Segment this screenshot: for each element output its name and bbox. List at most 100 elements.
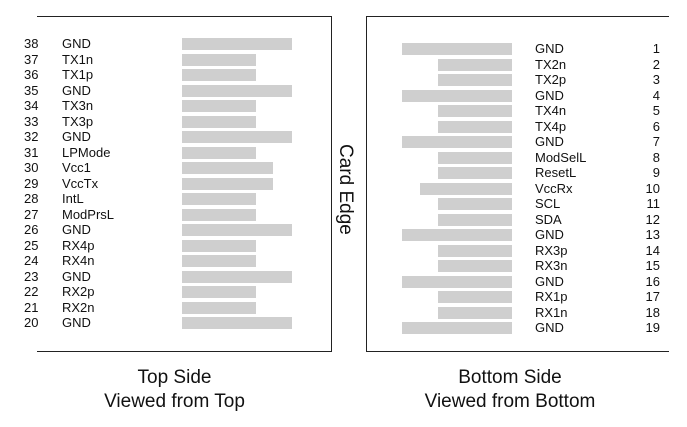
bottom-pin-row: VccRx 10 [0, 181, 687, 197]
bottom-pin-row: TX2p 3 [0, 72, 687, 88]
pin-signal: IntL [62, 191, 84, 206]
contact-pad [402, 275, 512, 288]
contact-pad [402, 322, 512, 334]
top-pin-row: 33 TX3p [0, 114, 330, 130]
pin-number: 5 [652, 103, 660, 118]
contact-pad [182, 239, 256, 252]
pin-signal: RX1n [535, 304, 568, 320]
contact-pad [438, 260, 512, 272]
pin-number: 15 [645, 258, 660, 273]
pin-number: 36 [24, 67, 39, 82]
pin-signal: RX3n [535, 258, 568, 273]
pin-number: 31 [24, 144, 39, 160]
top-pin-row: 28 IntL [0, 191, 330, 207]
pin-number: 9 [652, 165, 660, 180]
pin-number: 30 [24, 160, 39, 175]
bottom-pin-row: ModSelL 8 [0, 150, 687, 166]
top-pin-row: 29 VccTx [0, 176, 330, 192]
top-pin-row: 24 RX4n [0, 253, 330, 269]
pin-signal: TX2n [535, 56, 567, 72]
bottom-pin-row: SDA 12 [0, 212, 687, 228]
contact-pad [182, 255, 256, 267]
top-pin-row: 37 TX1n [0, 52, 330, 68]
pin-signal: GND [62, 222, 91, 237]
bottom-pin-row: RX1n 18 [0, 305, 687, 321]
bottom-pin-row: RX1p 17 [0, 289, 687, 305]
contact-pad [182, 208, 256, 221]
bottom-pin-row: TX2n 2 [0, 57, 687, 73]
bottom-pin-row: ResetL 9 [0, 165, 687, 181]
bottom-pin-row: TX4n 5 [0, 103, 687, 119]
bottom-side-caption: Bottom Side Viewed from Bottom [380, 366, 640, 414]
top-pin-row: 31 LPMode [0, 145, 330, 161]
contact-pad [182, 69, 256, 81]
pin-signal: RX2p [62, 284, 95, 299]
contact-pad [438, 244, 512, 257]
contact-pad [182, 270, 292, 283]
pin-number: 14 [645, 242, 660, 258]
contact-pad [438, 74, 512, 86]
top-side-caption-line2: Viewed from Top [104, 391, 245, 412]
contact-pad [438, 213, 512, 226]
pin-number: 22 [24, 284, 39, 299]
contact-pad [420, 182, 512, 195]
pin-number: 37 [24, 51, 39, 67]
contact-pad [438, 306, 512, 319]
pin-number: 18 [645, 304, 660, 320]
contact-pad [438, 58, 512, 71]
contact-pad [438, 105, 512, 117]
top-pin-row: 30 Vcc1 [0, 160, 330, 176]
pin-signal: TX3p [62, 113, 94, 129]
contact-pad [438, 198, 512, 210]
pin-number: 24 [24, 253, 39, 268]
pin-signal: ResetL [535, 165, 577, 180]
pin-signal: GND [535, 87, 564, 103]
pin-number: 19 [645, 320, 660, 335]
top-side-caption: Top Side Viewed from Top [37, 366, 312, 414]
pin-number: 28 [24, 191, 39, 206]
pin-signal: SDA [535, 211, 562, 227]
pin-signal: TX4p [535, 118, 567, 134]
pin-signal: LPMode [62, 144, 111, 160]
top-pin-row: 35 GND [0, 83, 330, 99]
contact-pad [402, 136, 512, 148]
top-pin-row: 23 GND [0, 269, 330, 285]
top-panel-bottom-border [37, 351, 332, 352]
pin-signal: SCL [535, 196, 561, 211]
bottom-pin-row: SCL 11 [0, 196, 687, 212]
pin-number: 8 [652, 149, 660, 165]
bottom-pin-row: RX3p 14 [0, 243, 687, 259]
pin-signal: GND [535, 41, 564, 56]
pin-number: 17 [645, 289, 660, 304]
bottom-panel-left-border [366, 16, 367, 352]
pin-number: 11 [646, 196, 661, 211]
contact-pad [182, 38, 292, 50]
pin-number: 25 [24, 237, 39, 253]
pin-signal: GND [535, 273, 564, 289]
contact-pad [182, 146, 256, 159]
pin-number: 16 [645, 273, 660, 289]
pin-number: 32 [24, 129, 39, 144]
pin-number: 35 [24, 82, 39, 98]
top-panel-right-border [331, 16, 332, 352]
contact-pad [438, 167, 512, 179]
bottom-side-caption-line1: Bottom Side [458, 367, 562, 388]
pin-number: 27 [24, 206, 39, 222]
bottom-pin-row: GND 1 [0, 41, 687, 57]
pin-signal: TX2p [535, 72, 567, 87]
contact-pad [182, 162, 273, 174]
bottom-panel-bottom-border [366, 351, 669, 352]
contact-pad [182, 224, 292, 236]
top-pin-row: 25 RX4p [0, 238, 330, 254]
pin-number: 26 [24, 222, 39, 237]
top-pin-row: 32 GND [0, 129, 330, 145]
pin-signal: RX2n [62, 299, 95, 315]
pin-signal: GND [62, 82, 91, 98]
pin-number: 2 [652, 56, 660, 72]
top-pin-row: 36 TX1p [0, 67, 330, 83]
pin-number: 34 [24, 98, 39, 113]
contact-pad [182, 286, 256, 298]
contact-pad [182, 84, 292, 97]
pin-number: 4 [652, 87, 660, 103]
contact-pad [182, 115, 256, 128]
